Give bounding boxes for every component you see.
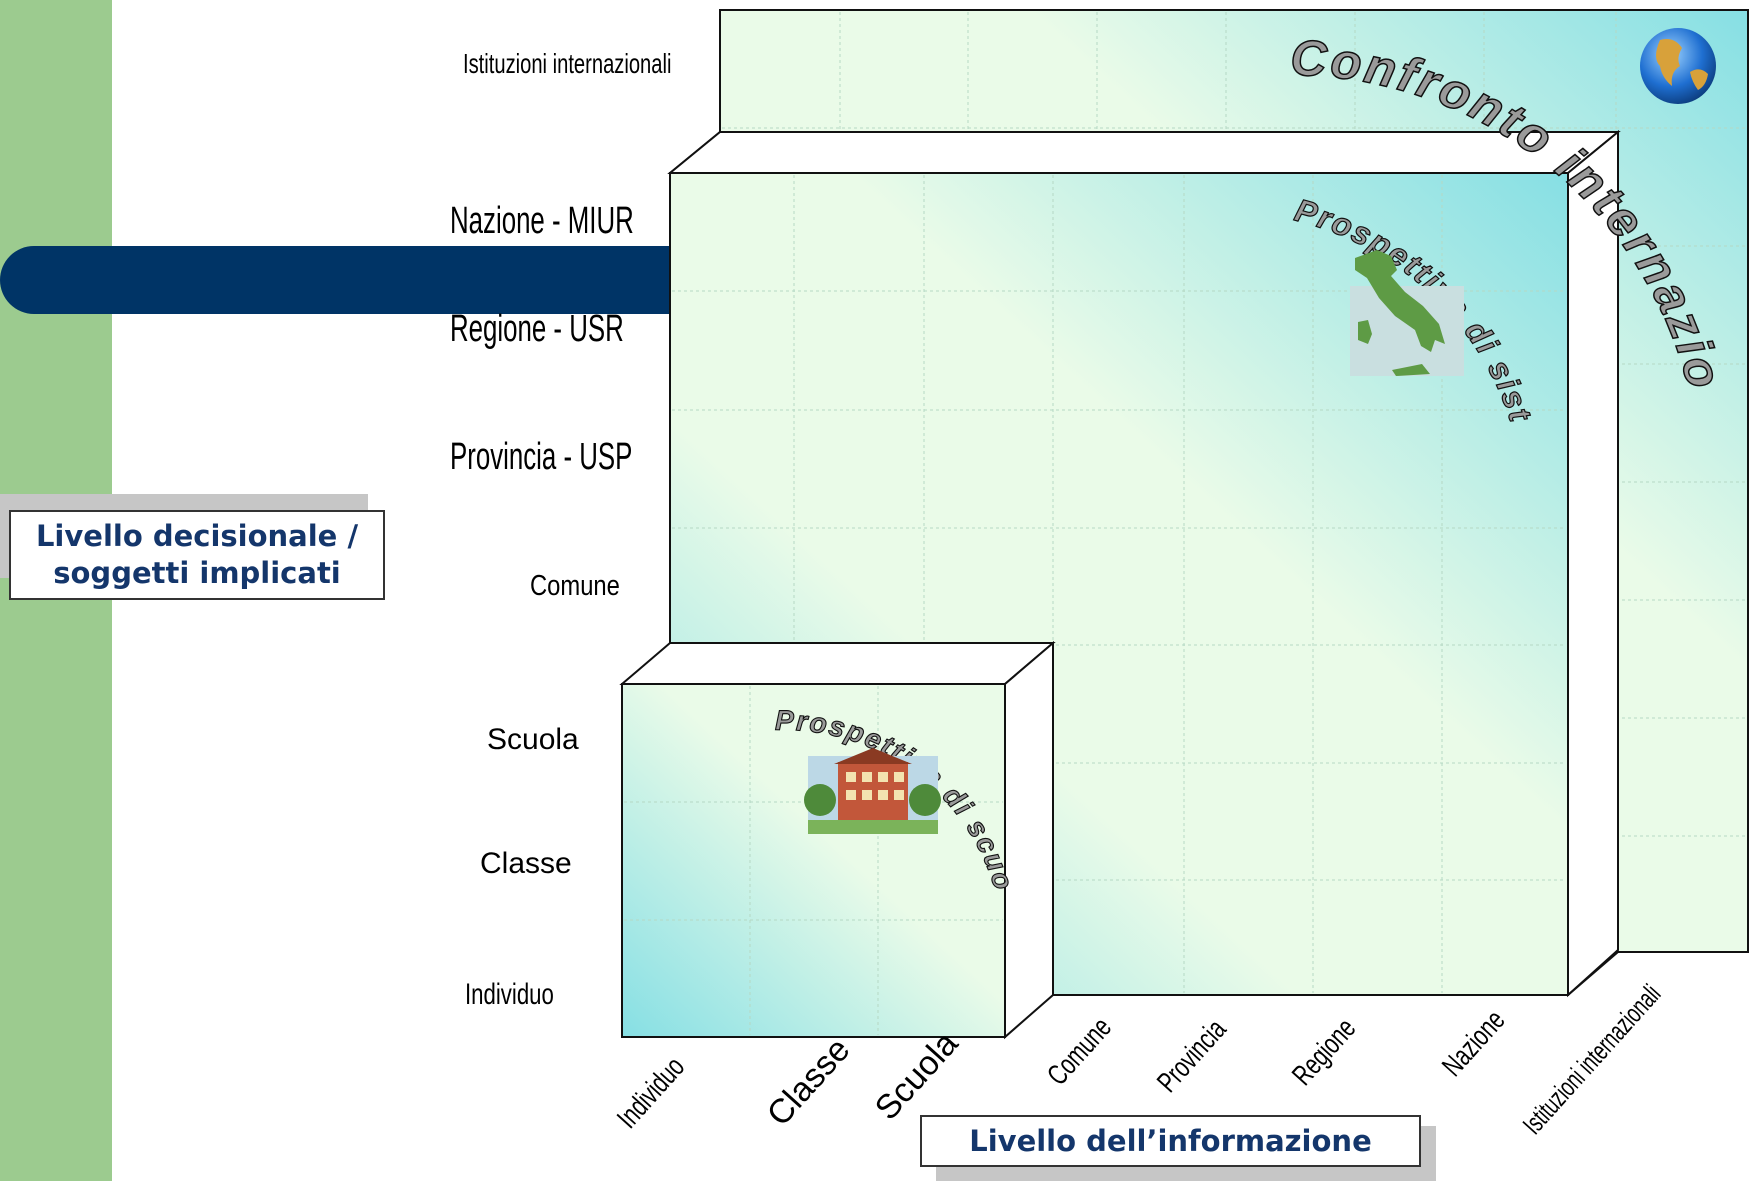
y-level-regione: Regione - USR bbox=[450, 308, 624, 350]
x-level-classe: Classe bbox=[760, 1031, 858, 1134]
school-building-icon bbox=[804, 748, 941, 834]
x-axis-title: Livello dell’informazione bbox=[920, 1115, 1421, 1167]
x-axis-title-text: Livello dell’informazione bbox=[969, 1123, 1372, 1158]
y-level-comune: Comune bbox=[530, 570, 620, 602]
x-level-scuola: Scuola bbox=[868, 1025, 966, 1128]
x-level-comune: Comune bbox=[1041, 1011, 1118, 1091]
y-level-nazione: Nazione - MIUR bbox=[450, 200, 634, 242]
globe-icon bbox=[1640, 28, 1716, 104]
title-bar-decoration bbox=[0, 246, 680, 314]
x-level-nazione: Nazione bbox=[1436, 1004, 1511, 1082]
y-axis-title-text: Livello decisionale / soggetti implicati bbox=[35, 519, 359, 590]
school-box bbox=[619, 640, 1056, 1040]
y-level-classe: Classe bbox=[480, 847, 572, 880]
x-level-regione: Regione bbox=[1286, 1012, 1362, 1091]
x-level-individuo: Individuo bbox=[611, 1051, 691, 1135]
y-level-istituzioni: Istituzioni internazionali bbox=[463, 48, 672, 79]
x-level-provincia: Provincia bbox=[1151, 1013, 1233, 1099]
y-level-scuola: Scuola bbox=[487, 723, 579, 756]
x-level-istituzioni: Istituzioni internazionali bbox=[1517, 979, 1667, 1140]
y-level-individuo: Individuo bbox=[465, 978, 554, 1011]
y-axis-title: Livello decisionale / soggetti implicati bbox=[9, 510, 385, 600]
italy-map-icon bbox=[1350, 250, 1464, 376]
y-level-provincia: Provincia - USP bbox=[450, 436, 633, 478]
